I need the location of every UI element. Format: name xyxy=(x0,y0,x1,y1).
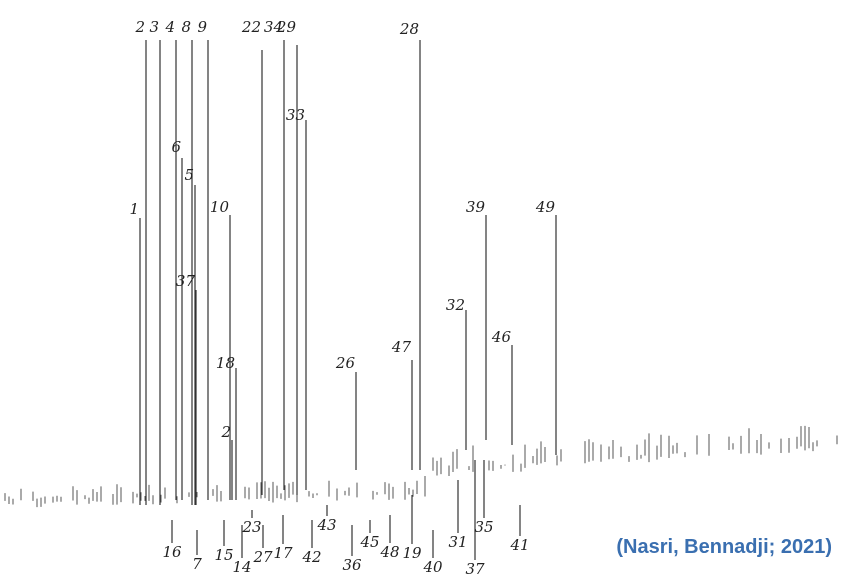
peak-label: 28 xyxy=(399,20,419,38)
peak-label: 6 xyxy=(171,138,181,156)
peak-label: 37 xyxy=(465,560,485,578)
peak-label: 1 xyxy=(129,200,139,218)
peak-label: 2 xyxy=(220,423,231,441)
peak-label: 4 xyxy=(164,18,175,36)
peak-label: 46 xyxy=(491,328,512,346)
peak-label: 19 xyxy=(402,544,422,562)
peak-label: 29 xyxy=(276,18,297,36)
peak-label: 33 xyxy=(286,106,305,124)
peak-label: 9 xyxy=(197,18,207,36)
peak-label: 18 xyxy=(216,354,235,372)
peak-label: 37 xyxy=(176,272,196,290)
peak-label: 42 xyxy=(301,548,321,566)
peak-label: 5 xyxy=(184,166,194,184)
peak-label: 35 xyxy=(474,518,493,536)
peak-label: 7 xyxy=(192,555,202,573)
citation: (Nasri, Bennadji; 2021) xyxy=(616,536,832,558)
peak-label: 17 xyxy=(273,544,293,562)
peak-label: 2 xyxy=(134,18,145,36)
peak-label: 41 xyxy=(509,536,529,554)
peak-label: 32 xyxy=(446,296,465,314)
peak-label: 48 xyxy=(379,543,399,561)
peak-label: 31 xyxy=(448,533,467,551)
peak-label: 14 xyxy=(232,558,251,576)
peak-label: 40 xyxy=(422,558,443,576)
peak-label: 15 xyxy=(214,546,233,564)
peak-label: 22 xyxy=(241,18,261,36)
peak-label: 26 xyxy=(335,354,356,372)
peak-label: 49 xyxy=(535,198,556,216)
peak-label: 36 xyxy=(342,556,362,574)
chromatogram: (Nasri, Bennadji; 2021) 2348922342928336… xyxy=(0,0,845,586)
peak-label: 10 xyxy=(210,198,230,216)
peak-label: 39 xyxy=(466,198,486,216)
peak-label: 43 xyxy=(316,516,336,534)
peak-label: 16 xyxy=(162,543,182,561)
peak-label: 8 xyxy=(181,18,191,36)
peak-label: 47 xyxy=(391,338,412,356)
peak-label: 3 xyxy=(149,18,159,36)
peak-label: 45 xyxy=(359,533,379,551)
peak-label: 27 xyxy=(252,548,273,566)
peak-label: 23 xyxy=(241,518,261,536)
